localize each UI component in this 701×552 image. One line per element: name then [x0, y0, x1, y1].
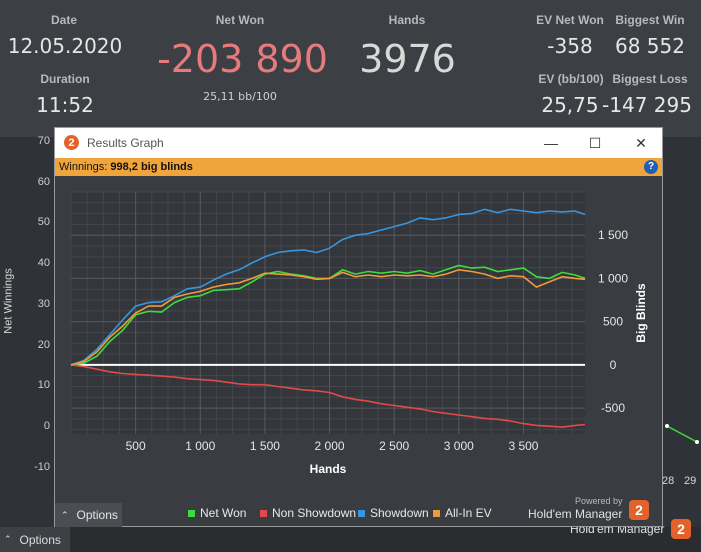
- x-tick-label: 1 500: [250, 439, 280, 453]
- ev-net-value: -358: [547, 34, 593, 58]
- background-y-tick: 0: [43, 419, 50, 432]
- x-tick-label: 3 000: [444, 439, 474, 453]
- biggest-win-value: 68 552: [615, 34, 685, 58]
- winnings-bar: Winnings: 998,2 big blinds ?: [55, 158, 662, 176]
- series-line-showdown: [70, 208, 586, 366]
- ev-bb-label: EV (bb/100): [538, 72, 604, 86]
- legend-swatch: [433, 509, 440, 517]
- y-tick-label: -500: [601, 401, 625, 415]
- legend-item[interactable]: Net Won: [188, 506, 246, 520]
- options-label: Options: [19, 532, 61, 547]
- biggest-loss-label: Biggest Loss: [612, 72, 688, 86]
- background-y-tick: 60: [37, 175, 50, 188]
- background-series-line: [665, 424, 699, 444]
- legend-swatch: [358, 509, 365, 517]
- y-tick-label: 1 500: [598, 228, 628, 242]
- x-tick-label: 2 000: [315, 439, 345, 453]
- background-y-tick: -10: [34, 460, 50, 473]
- brand-text: Hold'em Manager: [528, 507, 623, 521]
- x-tick-label: 3 500: [508, 439, 538, 453]
- y-tick-label: 0: [610, 358, 617, 372]
- options-button[interactable]: ⌃ Options: [55, 503, 122, 527]
- legend-label: Non Showdown: [272, 506, 357, 520]
- x-tick-label: 2 500: [379, 439, 409, 453]
- biggest-win-label: Biggest Win: [615, 13, 685, 27]
- legend-swatch: [188, 509, 195, 517]
- bb100-value: 25,11 bb/100: [203, 90, 277, 103]
- bottom-bar: [0, 527, 701, 552]
- legend-item[interactable]: All-In EV: [433, 506, 492, 520]
- legend-swatch: [260, 509, 267, 517]
- duration-value: 11:52: [36, 93, 94, 117]
- duration-label: Duration: [40, 72, 90, 86]
- x-tick-label: 1 000: [185, 439, 215, 453]
- maximize-button[interactable]: ☐: [588, 134, 602, 151]
- background-y-label: Net Winnings: [2, 268, 15, 334]
- options-button-outer[interactable]: ⌃ Options: [0, 527, 70, 552]
- options-label: Options: [76, 508, 118, 522]
- hands-label: Hands: [388, 13, 426, 27]
- winnings-label: Winnings:: [59, 161, 108, 173]
- close-button[interactable]: ✕: [635, 134, 647, 151]
- legend-label: All-In EV: [445, 506, 492, 520]
- chevron-up-icon: ⌃: [4, 534, 12, 544]
- background-y-tick: 50: [37, 216, 50, 229]
- chevron-up-icon: ⌃: [61, 509, 69, 520]
- app-logo-icon: 2: [64, 135, 79, 150]
- series-line-all-in-ev: [70, 268, 586, 366]
- hem-logo-icon: 2: [629, 500, 649, 520]
- legend-item[interactable]: Showdown: [358, 506, 429, 520]
- plot-area: 500 1 000 1 500 2 000 2 500 3 000 3 500 -500 0 50…: [55, 176, 662, 527]
- background-y-tick: 30: [37, 297, 50, 310]
- y-axis-label: Big Blinds: [634, 283, 648, 343]
- background-y-tick: 70: [37, 135, 50, 147]
- ev-bb-value: 25,75: [541, 93, 599, 117]
- background-y-tick: 20: [37, 338, 50, 351]
- winnings-value: 998,2 big blinds: [110, 161, 193, 173]
- dialog-title: Results Graph: [87, 136, 164, 150]
- minimize-button[interactable]: —: [544, 135, 558, 151]
- y-tick-label: 500: [603, 315, 623, 329]
- background-y-tick: 10: [37, 379, 50, 392]
- ev-net-label: EV Net Won: [536, 13, 604, 27]
- background-y-tick: 40: [37, 257, 50, 270]
- legend-item[interactable]: Non Showdown: [260, 506, 356, 520]
- plot-background: [71, 192, 585, 434]
- y-tick-label: 1 000: [598, 271, 628, 285]
- date-label: Date: [50, 13, 77, 27]
- net-won-label: Net Won: [215, 13, 265, 27]
- hands-value: 3976: [359, 37, 456, 81]
- legend-label: Net Won: [200, 506, 247, 520]
- dialog-titlebar[interactable]: 2 Results Graph — ☐ ✕: [55, 128, 662, 158]
- background-x-tick: 28: [662, 475, 675, 487]
- date-value: 12.05.2020: [7, 34, 123, 58]
- help-icon[interactable]: ?: [644, 160, 658, 174]
- x-tick-label: 500: [126, 439, 146, 453]
- series-line-non-showdown: [70, 364, 586, 428]
- x-axis-label: Hands: [310, 462, 347, 476]
- background-x-tick: 29: [684, 475, 697, 487]
- legend-label: Showdown: [370, 506, 429, 520]
- biggest-loss-value: -147 295: [602, 93, 692, 117]
- powered-by-text: Powered by: [575, 496, 623, 506]
- results-graph-dialog: 2 Results Graph — ☐ ✕ Winnings: 998,2 bi…: [54, 127, 663, 527]
- net-won-value: -203 890: [157, 37, 328, 81]
- hem-logo-icon: 2: [671, 519, 691, 539]
- results-chart: 500 1 000 1 500 2 000 2 500 3 000 3 500 -500 0 50…: [70, 191, 648, 476]
